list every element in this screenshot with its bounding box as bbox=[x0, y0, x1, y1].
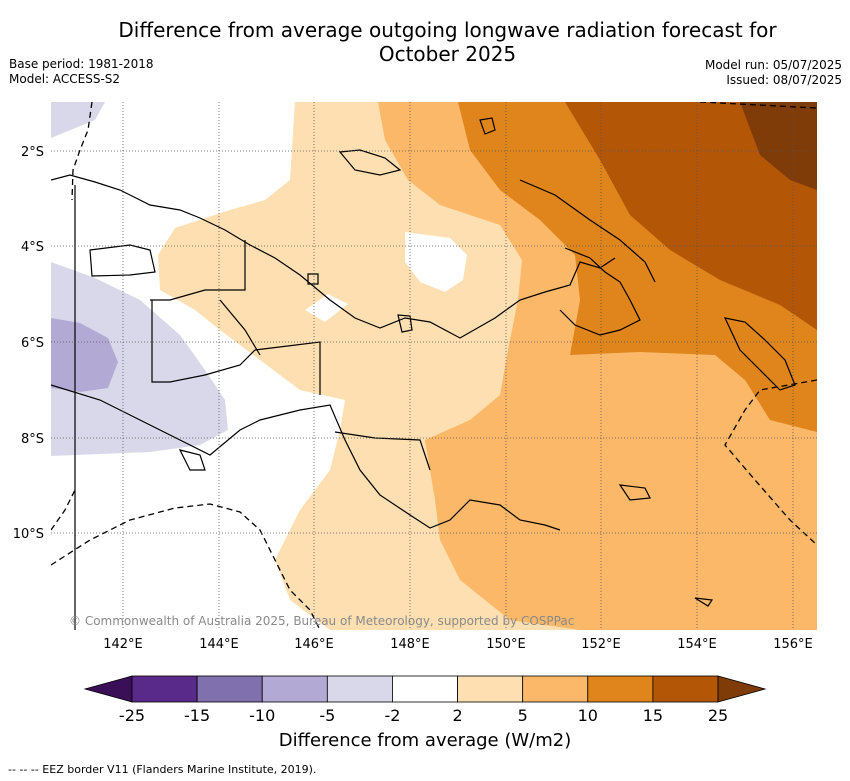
colorbar-tick-label: 15 bbox=[643, 706, 663, 725]
colorbar-tick-label: -2 bbox=[384, 706, 400, 725]
colorbar-tick-label: 10 bbox=[578, 706, 598, 725]
lon-label: 148°E bbox=[390, 637, 430, 652]
colorbar-segment bbox=[457, 675, 524, 703]
lon-label: 142°E bbox=[103, 637, 143, 652]
colorbar: -25 -15 -10 -5 -2 2 5 10 15 25 bbox=[83, 675, 767, 725]
eez-borders bbox=[51, 102, 817, 630]
colorbar-tick-label: 2 bbox=[452, 706, 462, 725]
lat-label: 6°S bbox=[21, 336, 44, 351]
lon-label: 152°E bbox=[581, 637, 621, 652]
lon-label: 154°E bbox=[677, 637, 717, 652]
new-guinea-north-coast bbox=[51, 174, 616, 339]
colorbar-segment bbox=[326, 675, 393, 703]
gridlines bbox=[51, 102, 817, 630]
anomaly-region-orange bbox=[378, 102, 817, 630]
anomaly-region-brown bbox=[565, 102, 817, 330]
colorbar-tick-label: 25 bbox=[708, 706, 728, 725]
new-ireland-coast bbox=[519, 179, 656, 283]
copyright-text: © Commonwealth of Australia 2025, Bureau… bbox=[69, 614, 575, 628]
bougainville-coast bbox=[723, 317, 796, 391]
anomaly-region-white-patch-2 bbox=[305, 294, 348, 322]
eez-border-sw bbox=[51, 489, 76, 531]
anomaly-region-lavender bbox=[51, 318, 118, 392]
anomaly-region-light-lavender-nw bbox=[51, 102, 105, 138]
meta-left: Base period: 1981-2018 Model: ACCESS-S2 bbox=[9, 57, 154, 87]
latitude-labels: 2°S 4°S 6°S 8°S 10°S bbox=[13, 145, 44, 542]
lon-label: 144°E bbox=[199, 637, 239, 652]
colorbar-extend-min bbox=[83, 675, 133, 703]
model-run-text: Model run: 05/07/2025 bbox=[704, 58, 842, 72]
anomaly-region-white-patch-1 bbox=[405, 232, 467, 292]
new-britain-coast bbox=[559, 247, 641, 336]
lon-label: 156°E bbox=[773, 637, 813, 652]
colorbar-tick-label: 5 bbox=[518, 706, 528, 725]
lon-label: 146°E bbox=[294, 637, 334, 652]
title-line-2: October 2025 bbox=[378, 42, 517, 66]
base-period-text: Base period: 1981-2018 bbox=[9, 57, 154, 71]
province-borders bbox=[89, 240, 431, 471]
meta-right: Model run: 05/07/2025 Issued: 08/07/2025 bbox=[705, 58, 842, 88]
colorbar-segment bbox=[196, 675, 263, 703]
colorbar-tick-label: -15 bbox=[184, 706, 210, 725]
colorbar-extend-max bbox=[717, 675, 767, 703]
colorbar-segment bbox=[261, 675, 328, 703]
colorbar-segment bbox=[652, 675, 719, 703]
issued-text: Issued: 08/07/2025 bbox=[726, 73, 842, 87]
map-title: Difference from average outgoing longwav… bbox=[0, 18, 850, 66]
colorbar-segment bbox=[587, 675, 654, 703]
map-plot-area bbox=[51, 102, 817, 630]
anomaly-region-light-lavender-w bbox=[51, 262, 228, 456]
lat-label: 8°S bbox=[21, 432, 44, 447]
colorbar-tick-label: -25 bbox=[119, 706, 145, 725]
eez-border-south bbox=[51, 503, 321, 630]
islands bbox=[178, 117, 714, 607]
lat-label: 4°S bbox=[21, 240, 44, 255]
anomaly-region-dark-orange bbox=[458, 102, 817, 432]
anomaly-region-darkest-brown bbox=[740, 102, 817, 190]
model-text: Model: ACCESS-S2 bbox=[9, 72, 121, 86]
colorbar-segment bbox=[522, 675, 589, 703]
longitude-labels: 142°E 144°E 146°E 148°E 150°E 152°E 154°… bbox=[103, 637, 813, 652]
colorbar-label: Difference from average (W/m2) bbox=[278, 730, 572, 751]
colorbar-segment bbox=[392, 675, 458, 703]
coastlines bbox=[51, 117, 796, 630]
colorbar-tick-label: -5 bbox=[319, 706, 335, 725]
eez-footnote: -- -- -- EEZ border V11 (Flanders Marine… bbox=[8, 763, 317, 776]
eez-border-east bbox=[724, 379, 817, 546]
colorbar-segment bbox=[131, 675, 198, 703]
new-guinea-south-coast bbox=[51, 384, 561, 531]
lat-label: 2°S bbox=[21, 145, 44, 160]
title-line-1: Difference from average outgoing longwav… bbox=[118, 18, 777, 42]
colorbar-tick-label: -10 bbox=[249, 706, 275, 725]
eez-border-nw bbox=[71, 102, 93, 201]
lon-label: 150°E bbox=[486, 637, 526, 652]
lat-label: 10°S bbox=[13, 527, 44, 542]
